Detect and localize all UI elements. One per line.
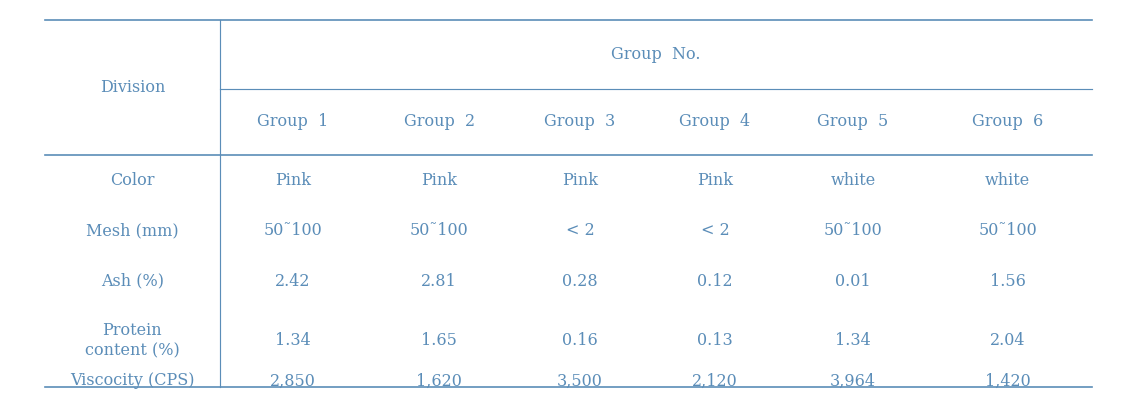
Text: white: white xyxy=(830,172,876,189)
Text: Pink: Pink xyxy=(421,172,457,189)
Text: < 2: < 2 xyxy=(565,222,595,239)
Text: Pink: Pink xyxy=(697,172,733,189)
Text: 0.12: 0.12 xyxy=(697,272,733,290)
Text: Division: Division xyxy=(99,79,166,96)
Text: 1,420: 1,420 xyxy=(985,372,1030,389)
Text: Protein
content (%): Protein content (%) xyxy=(84,322,180,359)
Text: Pink: Pink xyxy=(275,172,311,189)
Text: 3,500: 3,500 xyxy=(557,372,602,389)
Text: 0.16: 0.16 xyxy=(562,332,598,349)
Text: Group  2: Group 2 xyxy=(403,113,475,131)
Text: 50˜100: 50˜100 xyxy=(410,222,468,239)
Text: Viscocity (CPS): Viscocity (CPS) xyxy=(70,372,195,389)
Text: 0.13: 0.13 xyxy=(697,332,733,349)
Text: 1.34: 1.34 xyxy=(835,332,870,349)
Text: 2.81: 2.81 xyxy=(421,272,457,290)
Text: Group  1: Group 1 xyxy=(257,113,329,131)
Text: 2.04: 2.04 xyxy=(990,332,1026,349)
Text: 50˜100: 50˜100 xyxy=(823,222,883,239)
Text: 2.42: 2.42 xyxy=(275,272,311,290)
Text: Color: Color xyxy=(110,172,154,189)
Text: 2,120: 2,120 xyxy=(692,372,738,389)
Text: < 2: < 2 xyxy=(700,222,730,239)
Text: Group  No.: Group No. xyxy=(611,46,700,63)
Text: Group  6: Group 6 xyxy=(972,113,1044,131)
Text: white: white xyxy=(985,172,1030,189)
Text: Pink: Pink xyxy=(562,172,598,189)
Text: 1.34: 1.34 xyxy=(275,332,311,349)
Text: 1.65: 1.65 xyxy=(421,332,457,349)
Text: 3,964: 3,964 xyxy=(830,372,876,389)
Text: 1.56: 1.56 xyxy=(990,272,1026,290)
Text: 50˜100: 50˜100 xyxy=(263,222,322,239)
Text: Group  4: Group 4 xyxy=(679,113,751,131)
Text: 1,620: 1,620 xyxy=(417,372,462,389)
Text: Ash (%): Ash (%) xyxy=(101,272,163,290)
Text: Mesh (mm): Mesh (mm) xyxy=(86,222,179,239)
Text: 0.28: 0.28 xyxy=(562,272,598,290)
Text: 0.01: 0.01 xyxy=(835,272,870,290)
Text: 2,850: 2,850 xyxy=(270,372,315,389)
Text: 50˜100: 50˜100 xyxy=(978,222,1037,239)
Text: Group  3: Group 3 xyxy=(544,113,616,131)
Text: Group  5: Group 5 xyxy=(817,113,888,131)
